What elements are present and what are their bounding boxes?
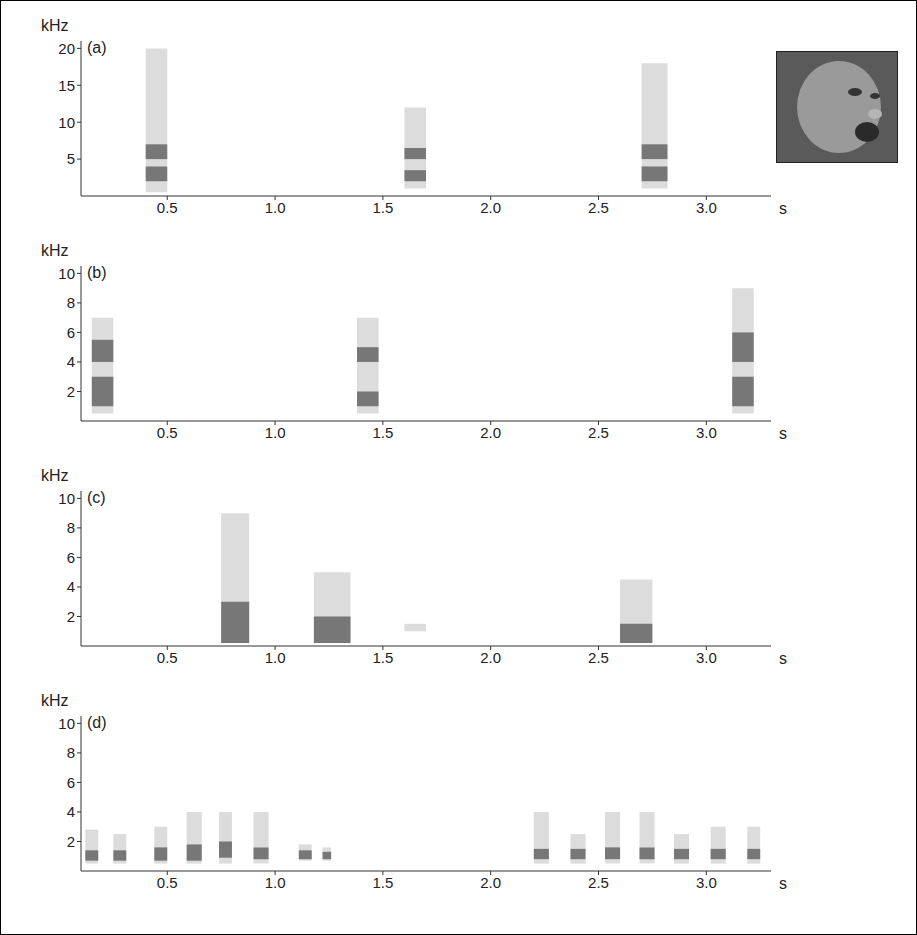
svg-text:2.5: 2.5: [588, 199, 609, 216]
svg-text:1.0: 1.0: [265, 649, 286, 666]
svg-text:1.5: 1.5: [372, 874, 393, 891]
svg-text:10: 10: [58, 114, 75, 131]
svg-text:0.5: 0.5: [157, 874, 178, 891]
svg-text:3.0: 3.0: [696, 874, 717, 891]
html-text:(d): (d): [87, 714, 107, 731]
svg-text:1.5: 1.5: [372, 649, 393, 666]
svg-text:10: 10: [58, 715, 75, 732]
svg-text:1.5: 1.5: [372, 424, 393, 441]
svg-text:2.0: 2.0: [480, 874, 501, 891]
svg-text:1.0: 1.0: [265, 424, 286, 441]
html-text:s: s: [779, 650, 787, 667]
svg-text:10: 10: [58, 490, 75, 507]
svg-text:0.5: 0.5: [157, 649, 178, 666]
svg-text:4: 4: [67, 353, 75, 370]
svg-text:15: 15: [58, 77, 75, 94]
svg-text:8: 8: [67, 294, 75, 311]
html-text:(c): (c): [87, 489, 106, 506]
svg-text:2.5: 2.5: [588, 874, 609, 891]
html-text:kHz: kHz: [41, 692, 69, 709]
svg-text:1.0: 1.0: [265, 874, 286, 891]
svg-text:2.0: 2.0: [480, 649, 501, 666]
html-text:kHz: kHz: [41, 17, 69, 34]
html-text:s: s: [779, 875, 787, 892]
svg-text:1.5: 1.5: [372, 199, 393, 216]
svg-text:3.0: 3.0: [696, 424, 717, 441]
html-text:s: s: [779, 425, 787, 442]
svg-text:5: 5: [67, 150, 75, 167]
html-text:kHz: kHz: [41, 467, 69, 484]
html-text:s: s: [779, 200, 787, 217]
svg-text:2: 2: [67, 608, 75, 625]
svg-text:6: 6: [67, 549, 75, 566]
svg-text:20: 20: [58, 40, 75, 57]
svg-text:2.0: 2.0: [480, 424, 501, 441]
svg-text:8: 8: [67, 519, 75, 536]
svg-text:2: 2: [67, 833, 75, 850]
svg-text:1.0: 1.0: [265, 199, 286, 216]
svg-text:8: 8: [67, 744, 75, 761]
svg-text:0.5: 0.5: [157, 424, 178, 441]
svg-text:3.0: 3.0: [696, 199, 717, 216]
svg-text:2.5: 2.5: [588, 649, 609, 666]
svg-text:0.5: 0.5: [157, 199, 178, 216]
html-text:(b): (b): [87, 264, 107, 281]
html-text:kHz: kHz: [41, 242, 69, 259]
svg-text:10: 10: [58, 265, 75, 282]
svg-text:4: 4: [67, 803, 75, 820]
svg-text:2: 2: [67, 383, 75, 400]
svg-text:2.5: 2.5: [588, 424, 609, 441]
svg-text:4: 4: [67, 578, 75, 595]
svg-text:3.0: 3.0: [696, 649, 717, 666]
svg-text:6: 6: [67, 324, 75, 341]
html-text:(a): (a): [87, 39, 107, 56]
svg-text:6: 6: [67, 774, 75, 791]
svg-text:2.0: 2.0: [480, 199, 501, 216]
